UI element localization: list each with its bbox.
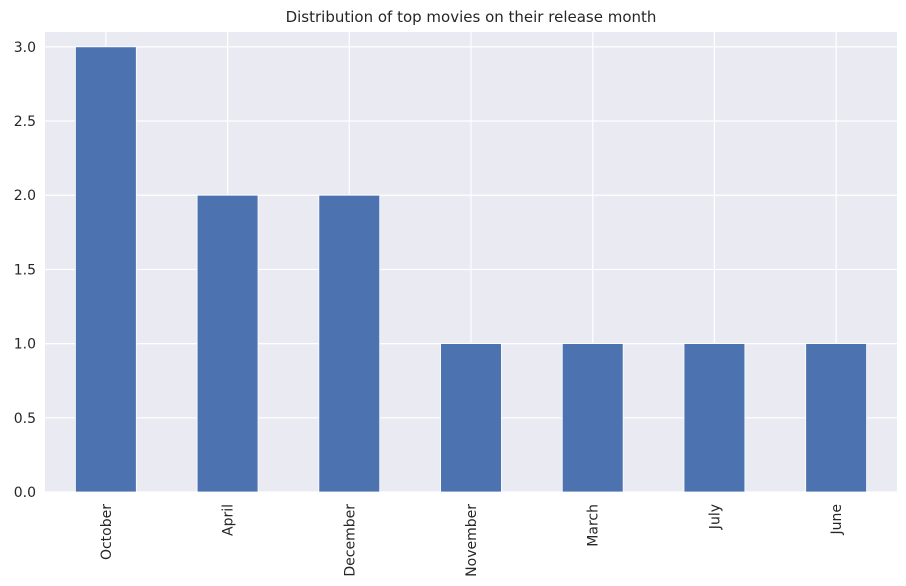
bars: [75, 46, 867, 493]
y-tick-label: 1.0: [14, 337, 36, 353]
y-axis-ticks: 0.0 0.5 1.0 1.5 2.0 2.5 3.0: [14, 40, 36, 501]
x-tick-label: December: [342, 504, 358, 577]
x-tick-label: June: [829, 504, 845, 536]
chart-title: Distribution of top movies on their rele…: [286, 8, 657, 26]
y-tick-label: 0.5: [14, 411, 36, 427]
y-tick-label: 1.5: [14, 262, 36, 278]
x-tick-label: March: [586, 504, 602, 547]
y-tick-label: 2.5: [14, 114, 36, 130]
bar-december: [318, 194, 381, 493]
x-tick-label: July: [707, 504, 723, 530]
y-tick-label: 0.0: [14, 485, 36, 501]
bar-october: [75, 46, 137, 493]
x-tick-label: October: [99, 504, 115, 560]
y-tick-label: 2.0: [14, 188, 36, 204]
x-tick-label: April: [221, 504, 237, 536]
bar-november: [440, 343, 502, 493]
bar-june: [805, 343, 867, 493]
y-tick-label: 3.0: [14, 40, 36, 56]
x-axis-ticks: October April December November March July Jun…: [99, 504, 845, 577]
bar-april: [196, 194, 259, 493]
bar-july: [683, 343, 746, 493]
x-tick-label: November: [464, 504, 480, 577]
bar-march: [561, 343, 624, 493]
